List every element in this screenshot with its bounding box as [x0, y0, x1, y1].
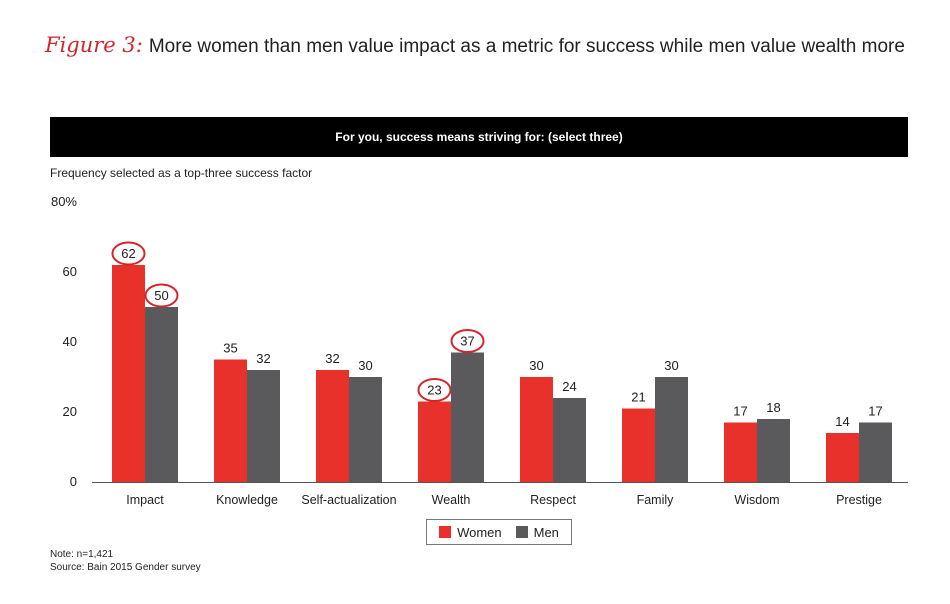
data-label-women-wisdom: 17 — [733, 404, 747, 419]
figure-label: Figure 3: — [45, 33, 143, 57]
data-label-men-impact: 50 — [154, 288, 168, 303]
data-label-men-wealth: 37 — [460, 334, 474, 349]
chart-question: For you, success means striving for: (se… — [335, 130, 623, 144]
x-tick-label-wealth: Wealth — [432, 493, 471, 507]
y-axis-description: Frequency selected as a top-three succes… — [50, 166, 313, 180]
data-label-men-knowledge: 32 — [256, 351, 270, 366]
legend-swatch-men — [515, 526, 528, 538]
legend: Women Men — [426, 519, 572, 545]
bar-women-impact — [112, 265, 145, 482]
highlight-circle-women-impact — [111, 241, 146, 266]
data-label-women-respect: 30 — [529, 358, 543, 373]
x-tick-label-impact: Impact — [126, 493, 164, 507]
x-tick-label-knowledge: Knowledge — [216, 493, 278, 507]
legend-label-men: Men — [533, 524, 559, 540]
bar-women-wisdom — [724, 422, 757, 482]
y-tick-label: 40 — [63, 334, 77, 349]
note-text: Note: n=1,421 — [50, 549, 114, 560]
bar-men-wisdom — [757, 419, 790, 482]
data-label-men-self-actualization: 30 — [358, 358, 372, 373]
bar-women-prestige — [826, 433, 859, 482]
bar-women-family — [622, 408, 655, 482]
data-label-men-family: 30 — [664, 358, 678, 373]
x-tick-label-respect: Respect — [530, 493, 576, 507]
data-label-women-family: 21 — [631, 390, 645, 405]
data-label-women-self-actualization: 32 — [325, 351, 339, 366]
data-label-women-knowledge: 35 — [223, 341, 237, 356]
legend-label-women: Women — [457, 524, 502, 540]
highlight-circle-men-impact — [144, 283, 179, 308]
bar-women-respect — [520, 377, 553, 482]
footnote: Note: n=1,421 Source: Bain 2015 Gender s… — [50, 548, 201, 574]
y-tick-label: 0 — [70, 474, 77, 489]
y-tick-label: 60 — [63, 264, 77, 279]
bar-men-knowledge — [247, 370, 280, 482]
data-label-men-prestige: 17 — [868, 404, 882, 419]
bar-men-wealth — [451, 352, 484, 482]
x-tick-label-wisdom: Wisdom — [734, 493, 779, 507]
legend-item-women: Women — [439, 525, 502, 540]
bar-men-impact — [145, 307, 178, 482]
x-tick-label-family: Family — [637, 493, 675, 507]
data-label-men-respect: 24 — [562, 379, 576, 394]
data-label-men-wisdom: 18 — [766, 400, 780, 415]
bar-women-knowledge — [214, 359, 247, 482]
x-tick-label-self-actualization: Self-actualization — [301, 493, 396, 507]
bar-women-self-actualization — [316, 370, 349, 482]
data-label-women-wealth: 23 — [427, 383, 441, 398]
x-tick-label-prestige: Prestige — [836, 493, 882, 507]
chart-banner: For you, success means striving for: (se… — [50, 117, 908, 157]
bar-men-self-actualization — [349, 377, 382, 482]
legend-swatch-women — [439, 526, 452, 538]
highlight-circle-women-wealth — [417, 378, 452, 402]
data-label-women-impact: 62 — [121, 246, 135, 261]
figure-headline: More women than men value impact as a me… — [148, 36, 905, 57]
source-text: Source: Bain 2015 Gender survey — [50, 562, 201, 573]
y-tick-label: 20 — [63, 404, 77, 419]
bar-women-wealth — [418, 401, 451, 482]
figure-title: Figure 3: More women than men value impac… — [45, 33, 905, 58]
bar-men-respect — [553, 398, 586, 482]
highlight-circle-men-wealth — [450, 329, 485, 353]
bar-men-family — [655, 377, 688, 482]
y-tick-label: 80% — [51, 194, 77, 209]
data-label-women-prestige: 14 — [835, 414, 849, 429]
legend-item-men: Men — [515, 524, 559, 540]
bar-men-prestige — [859, 422, 892, 482]
